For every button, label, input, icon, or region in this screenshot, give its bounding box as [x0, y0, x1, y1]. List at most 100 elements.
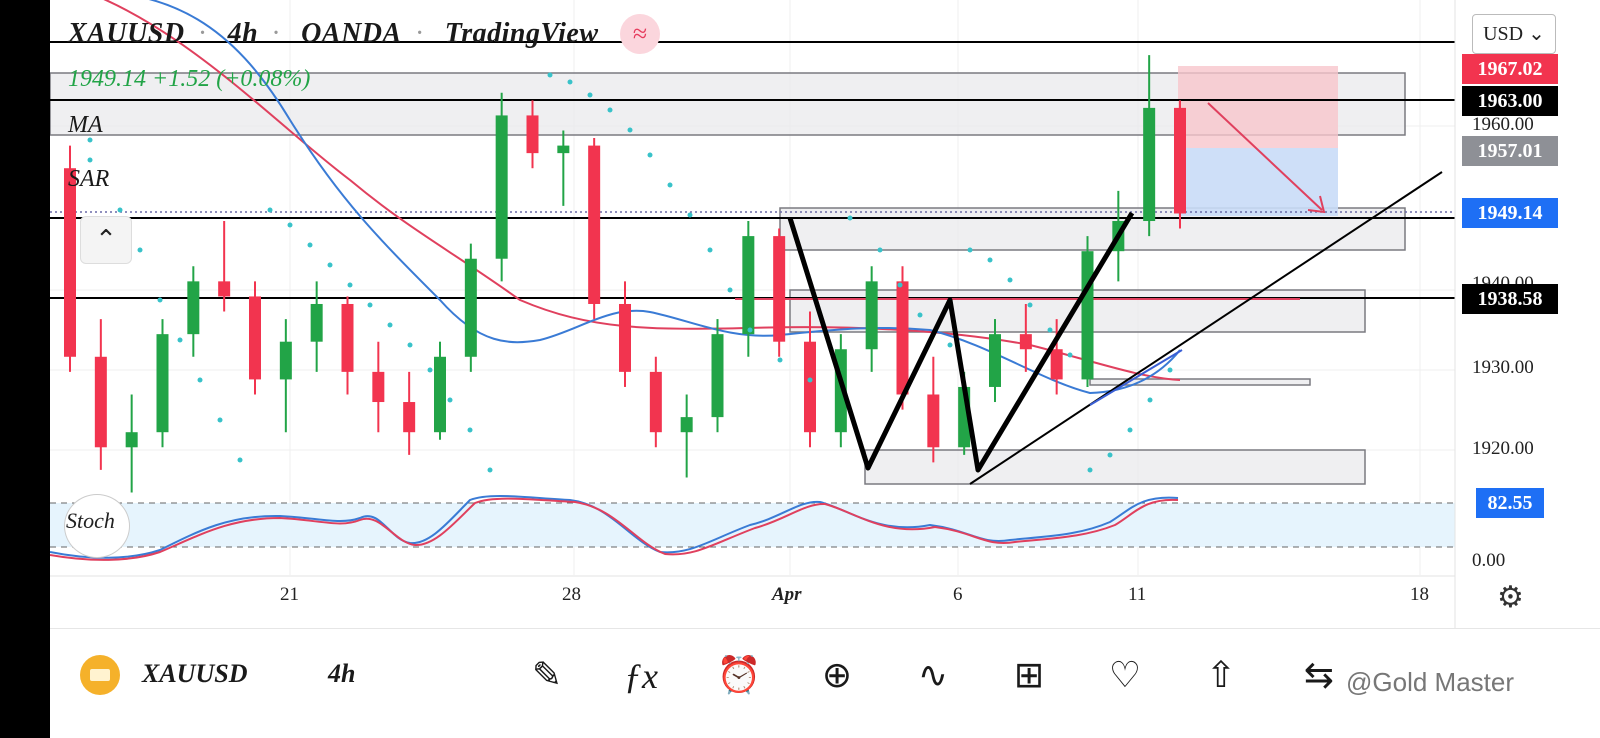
sar-dot	[647, 152, 653, 158]
candle-body	[989, 334, 1001, 387]
settings-icon[interactable]: ⚙	[1497, 581, 1524, 614]
sar-dot	[667, 182, 673, 188]
symbol-name: XAUUSD	[68, 18, 185, 49]
draw-icon[interactable]: ✎	[531, 655, 563, 696]
candle-body	[279, 341, 292, 380]
sar-dot	[1007, 277, 1013, 283]
sar-dot	[447, 397, 453, 403]
layout-icon[interactable]: ⊞	[1013, 655, 1045, 696]
candle-body	[218, 281, 231, 297]
indicator-stoch[interactable]: Stoch	[66, 508, 115, 533]
sar-dot	[687, 212, 693, 218]
sar-dot	[197, 377, 203, 383]
chart-app: XAUUSD · 4h · OANDA · TradingView ≈ 1949.14…	[50, 0, 1600, 738]
candle-body	[64, 168, 76, 357]
time-label: 18	[1410, 584, 1429, 605]
axis-tick: 1930.00	[1472, 357, 1534, 378]
axis-tick: 1960.00	[1472, 114, 1534, 135]
alert-icon[interactable]: ⏰	[716, 655, 762, 696]
candle-body	[649, 371, 662, 433]
candle-body	[619, 303, 631, 372]
sar-dot	[967, 247, 973, 253]
chart-title: XAUUSD · 4h · OANDA · TradingView	[68, 18, 599, 49]
sar-dot	[707, 247, 713, 253]
indicator-ma[interactable]: MA	[68, 112, 103, 138]
time-label: 28	[562, 584, 581, 605]
sar-dot	[287, 222, 293, 228]
trendline-outer[interactable]	[969, 171, 1443, 485]
sar-dot	[947, 342, 953, 348]
sar-dot	[1147, 397, 1153, 403]
candle-body	[557, 145, 570, 154]
stop-zone[interactable]	[1178, 66, 1338, 148]
stoch-value-label: 82.55	[1476, 488, 1544, 518]
sar-dot	[347, 282, 353, 288]
arrow-head	[1307, 195, 1326, 214]
sar-dot	[987, 257, 993, 263]
candle-body	[526, 115, 539, 154]
candle-body	[680, 417, 693, 433]
price-label-1963: 1963.00	[1462, 86, 1558, 116]
sar-dot	[137, 247, 143, 253]
target-zone[interactable]	[1178, 148, 1338, 216]
fx-icon[interactable]: ƒx	[624, 656, 658, 696]
parabolic-sar	[87, 72, 1173, 473]
stoch-indicator-button[interactable]	[64, 494, 130, 558]
sar-dot	[87, 157, 93, 163]
time-label: 21	[280, 584, 299, 605]
price-label-entry: 1957.01	[1462, 136, 1558, 166]
sar-dot	[87, 137, 93, 143]
candle-body	[94, 356, 107, 448]
sar-dot	[897, 282, 903, 288]
candle-body	[464, 258, 477, 357]
candle-body	[1050, 349, 1063, 380]
add-icon[interactable]: ⊕	[821, 655, 853, 696]
sar-dot	[117, 207, 123, 213]
idea-icon[interactable]: ♡	[1108, 655, 1142, 696]
candle-body	[773, 236, 786, 342]
sar-dot	[587, 92, 593, 98]
price-chart[interactable]	[50, 0, 1600, 738]
candle-body	[896, 281, 909, 395]
price-label-1938: 1938.58	[1462, 284, 1558, 314]
sar-dot	[1047, 327, 1053, 333]
bottom-toolbar: XAUUSD 4h ✎ ƒx ⏰ ⊕ ∿ ⊞ ♡ ⇧ ⇆ @Gold Maste…	[50, 628, 1600, 738]
candle-body	[927, 394, 940, 448]
replay-icon[interactable]: ⇆	[1303, 655, 1335, 696]
candles	[64, 55, 1186, 493]
sar-dot	[1107, 452, 1113, 458]
toolbar-interval[interactable]: 4h	[328, 659, 356, 688]
sar-dot	[407, 342, 413, 348]
sar-dot	[217, 417, 223, 423]
projection-arrow[interactable]	[1207, 102, 1323, 211]
candle-body	[403, 402, 416, 433]
sar-dot	[177, 337, 183, 343]
time-label: 11	[1128, 584, 1147, 605]
gold-logo-icon[interactable]	[80, 655, 120, 695]
double-bottom-pattern[interactable]	[787, 211, 1135, 473]
sar-dot	[1167, 367, 1173, 373]
currency-select[interactable]: USD ⌄	[1472, 14, 1556, 54]
share-icon[interactable]: ⇧	[1205, 655, 1237, 696]
indicator-sar[interactable]: SAR	[68, 166, 110, 192]
candle-body	[156, 334, 169, 433]
sar-dot	[467, 427, 473, 433]
collapse-legend-button[interactable]: ⌃	[80, 216, 132, 264]
candle-body	[341, 303, 354, 372]
ohlc-readout: 1949.14 +1.52 (+0.08%)	[68, 66, 311, 92]
sar-dot	[607, 107, 613, 113]
trendline-inner[interactable]	[1089, 349, 1183, 406]
candle-body	[125, 432, 138, 448]
sar-dot	[307, 242, 313, 248]
candle-body	[711, 334, 724, 418]
hot-icon[interactable]: ≈	[620, 14, 660, 54]
candle-body	[372, 371, 385, 403]
sar-dot	[427, 367, 433, 373]
candle-body	[495, 115, 508, 259]
sar-dot	[237, 457, 243, 463]
sar-dot	[327, 262, 333, 268]
toolbar-symbol[interactable]: XAUUSD	[142, 659, 248, 688]
chart-type-icon[interactable]: ∿	[917, 655, 949, 696]
candle-body	[249, 296, 261, 380]
sar-dot	[1027, 302, 1033, 308]
